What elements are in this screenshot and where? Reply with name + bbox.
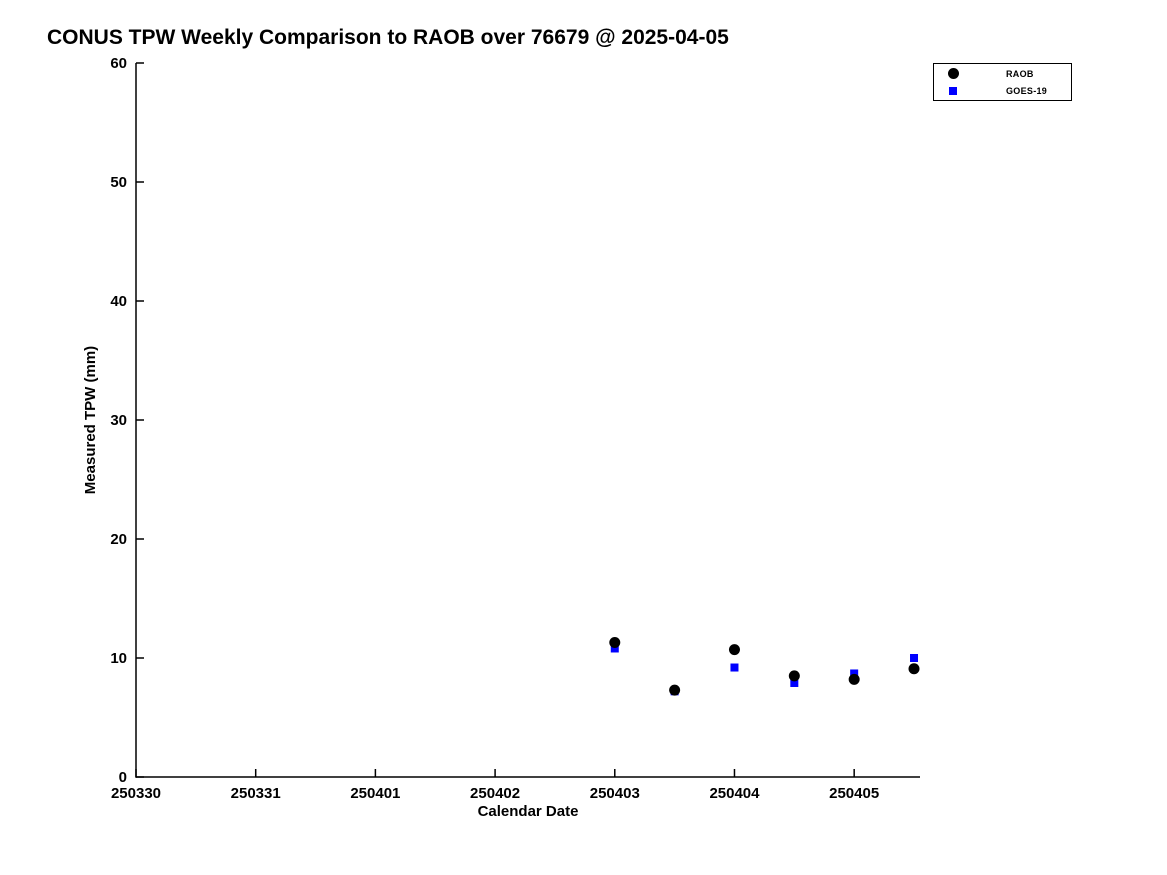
goes19-point (910, 654, 919, 662)
chart-title: CONUS TPW Weekly Comparison to RAOB over… (47, 26, 729, 49)
goes19-point (610, 644, 619, 653)
x-axis-label: Calendar Date (478, 803, 579, 820)
y-tick-label: 10 (110, 650, 127, 667)
goes19-point (790, 678, 799, 687)
legend-label-raob: RAOB (1006, 68, 1034, 79)
y-tick-label: 20 (110, 531, 127, 548)
raob-point (728, 644, 740, 656)
raob-point (609, 637, 621, 649)
legend-item-raob: RAOB (934, 66, 1071, 81)
y-tick-label: 60 (110, 55, 127, 72)
y-tick-label: 0 (119, 769, 127, 786)
y-axis-label: Measured TPW (mm) (82, 346, 99, 494)
x-tick-label: 250405 (829, 785, 879, 802)
y-tick-label: 40 (110, 293, 127, 310)
goes19-point (730, 663, 739, 672)
x-tick-label: 250402 (470, 785, 520, 802)
legend-swatch-wrap (934, 86, 972, 95)
raob-point (908, 663, 920, 675)
y-tick-label: 30 (110, 412, 127, 429)
raob-point (848, 673, 860, 685)
x-tick-label: 250401 (350, 785, 400, 802)
legend-swatch-wrap (934, 68, 972, 79)
raob-point (669, 684, 681, 696)
legend-item-goes19: GOES-19 (934, 83, 1071, 98)
x-tick-label: 250330 (111, 785, 161, 802)
x-tick-label: 250331 (231, 785, 281, 802)
legend-label-goes19: GOES-19 (1006, 85, 1048, 96)
goes19-point (850, 669, 859, 678)
x-tick-label: 250404 (709, 785, 760, 802)
goes19-marker-icon (949, 86, 957, 95)
x-tick-label: 250403 (590, 785, 640, 802)
legend: RAOB GOES-19 (933, 63, 1072, 101)
y-tick-label: 50 (110, 174, 127, 191)
raob-marker-icon (947, 68, 959, 79)
raob-point (788, 670, 800, 682)
